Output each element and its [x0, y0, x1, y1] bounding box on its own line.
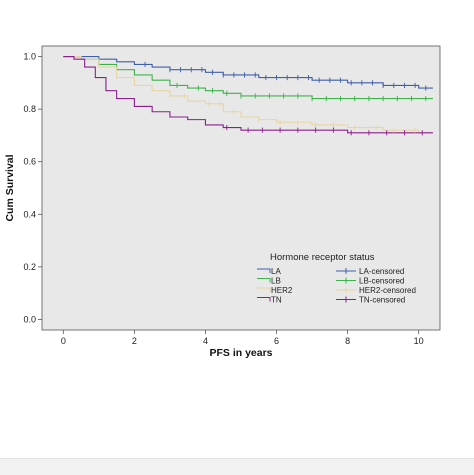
x-tick-label: 8 [345, 336, 350, 346]
legend-swatch-her2 [257, 287, 271, 292]
legend-censor-label-la: LA-censored [359, 267, 404, 276]
x-axis: 0 2 4 6 8 10 [61, 330, 424, 346]
legend-swatch-lb [257, 278, 271, 283]
legend-label-lb: LB [271, 277, 281, 286]
legend-swatch-tn [257, 297, 271, 302]
legend-label-tn: TN [271, 296, 282, 305]
footer-bar [0, 458, 474, 475]
legend-label-her2: HER2 [271, 286, 293, 295]
censor-marks [144, 61, 427, 136]
y-axis-title: Cum Survival [4, 154, 16, 221]
legend-censor-label-her2: HER2-censored [359, 286, 416, 295]
legend-label-la: LA [271, 267, 281, 276]
y-tick-label: 0.2 [23, 262, 36, 272]
x-tick-label: 0 [61, 336, 66, 346]
legend-censor-label-tn: TN-censored [359, 296, 405, 305]
y-tick-label: 0.4 [23, 209, 36, 219]
curve-tn [63, 55, 433, 134]
x-tick-label: 2 [132, 336, 137, 346]
y-tick-label: 0.0 [23, 314, 36, 324]
y-tick-label: 1.0 [23, 52, 36, 62]
y-tick-label: 0.8 [23, 104, 36, 114]
curve-her2 [63, 55, 433, 134]
legend-swatch-la [257, 268, 271, 273]
y-axis: 0.0 0.2 0.4 0.6 0.8 1.0 [23, 52, 42, 324]
curve-la [63, 55, 433, 89]
x-tick-label: 6 [274, 336, 279, 346]
y-tick-label: 0.6 [23, 157, 36, 167]
legend: Hormone receptor status LA LA-censored LB L… [257, 252, 416, 305]
x-tick-label: 10 [414, 336, 424, 346]
x-axis-title: PFS in years [209, 347, 272, 359]
legend-title: Hormone receptor status [270, 252, 375, 263]
x-tick-label: 4 [203, 336, 208, 346]
legend-censor-label-lb: LB-censored [359, 277, 404, 286]
